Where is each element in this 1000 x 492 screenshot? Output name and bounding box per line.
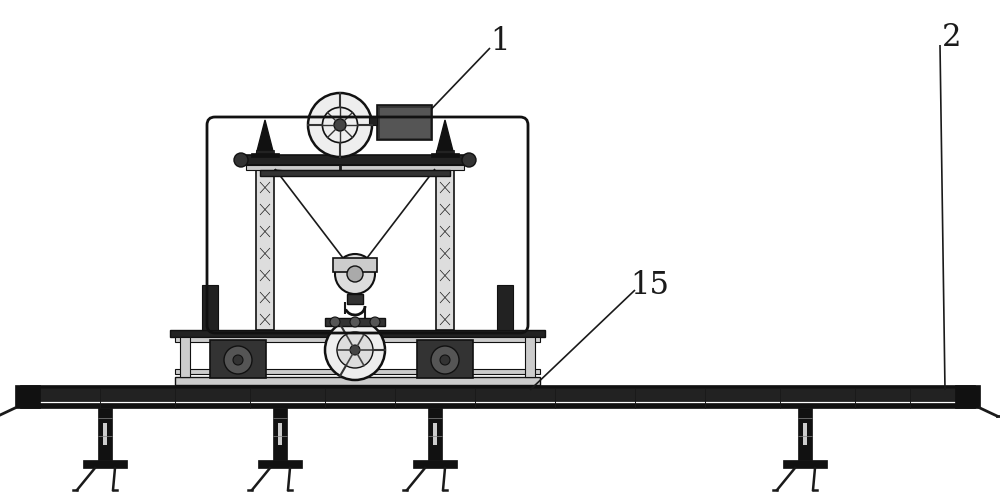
Circle shape: [347, 266, 363, 282]
Bar: [103, 423, 107, 445]
Circle shape: [431, 346, 459, 374]
Bar: [175, 337, 540, 342]
Circle shape: [330, 317, 340, 327]
Polygon shape: [436, 120, 454, 155]
Bar: [20, 385, 975, 388]
Bar: [278, 423, 282, 445]
Bar: [325, 318, 385, 326]
Bar: [955, 385, 980, 408]
Bar: [433, 423, 437, 445]
Bar: [15, 385, 40, 408]
Bar: [497, 285, 513, 330]
Circle shape: [325, 320, 385, 380]
Bar: [241, 155, 469, 165]
Bar: [436, 155, 440, 330]
Circle shape: [350, 345, 360, 355]
Bar: [256, 155, 260, 330]
Bar: [246, 165, 464, 170]
Bar: [428, 408, 442, 460]
Bar: [260, 170, 450, 176]
Bar: [251, 153, 279, 157]
Bar: [20, 403, 975, 408]
Bar: [83, 460, 127, 468]
Bar: [20, 388, 975, 401]
Bar: [798, 408, 812, 460]
Text: 15: 15: [631, 270, 670, 301]
Bar: [450, 155, 454, 330]
Bar: [98, 408, 112, 460]
Bar: [417, 340, 473, 378]
Text: 1: 1: [490, 27, 510, 58]
Bar: [436, 150, 454, 155]
Bar: [210, 340, 266, 378]
Circle shape: [233, 355, 243, 365]
Bar: [175, 377, 540, 385]
Bar: [270, 155, 274, 330]
Bar: [436, 155, 454, 330]
Circle shape: [350, 317, 360, 327]
Circle shape: [440, 355, 450, 365]
Circle shape: [335, 254, 375, 294]
Bar: [170, 330, 545, 337]
Circle shape: [234, 153, 248, 167]
Bar: [202, 285, 218, 330]
Bar: [525, 337, 535, 377]
Bar: [369, 117, 377, 125]
Bar: [413, 460, 457, 468]
Bar: [803, 423, 807, 445]
Bar: [377, 105, 432, 140]
Polygon shape: [256, 120, 274, 155]
Circle shape: [224, 346, 252, 374]
Circle shape: [370, 317, 380, 327]
Bar: [273, 408, 287, 460]
Bar: [333, 258, 377, 272]
Bar: [431, 153, 459, 157]
Circle shape: [308, 93, 372, 157]
Bar: [256, 150, 274, 155]
Bar: [175, 369, 540, 374]
Bar: [347, 294, 363, 304]
Circle shape: [322, 107, 358, 143]
Circle shape: [462, 153, 476, 167]
Bar: [180, 337, 190, 377]
Text: 2: 2: [942, 23, 962, 54]
Circle shape: [334, 119, 346, 131]
Bar: [379, 107, 430, 138]
Bar: [783, 460, 827, 468]
Bar: [256, 155, 274, 330]
Circle shape: [337, 332, 373, 368]
Bar: [258, 460, 302, 468]
